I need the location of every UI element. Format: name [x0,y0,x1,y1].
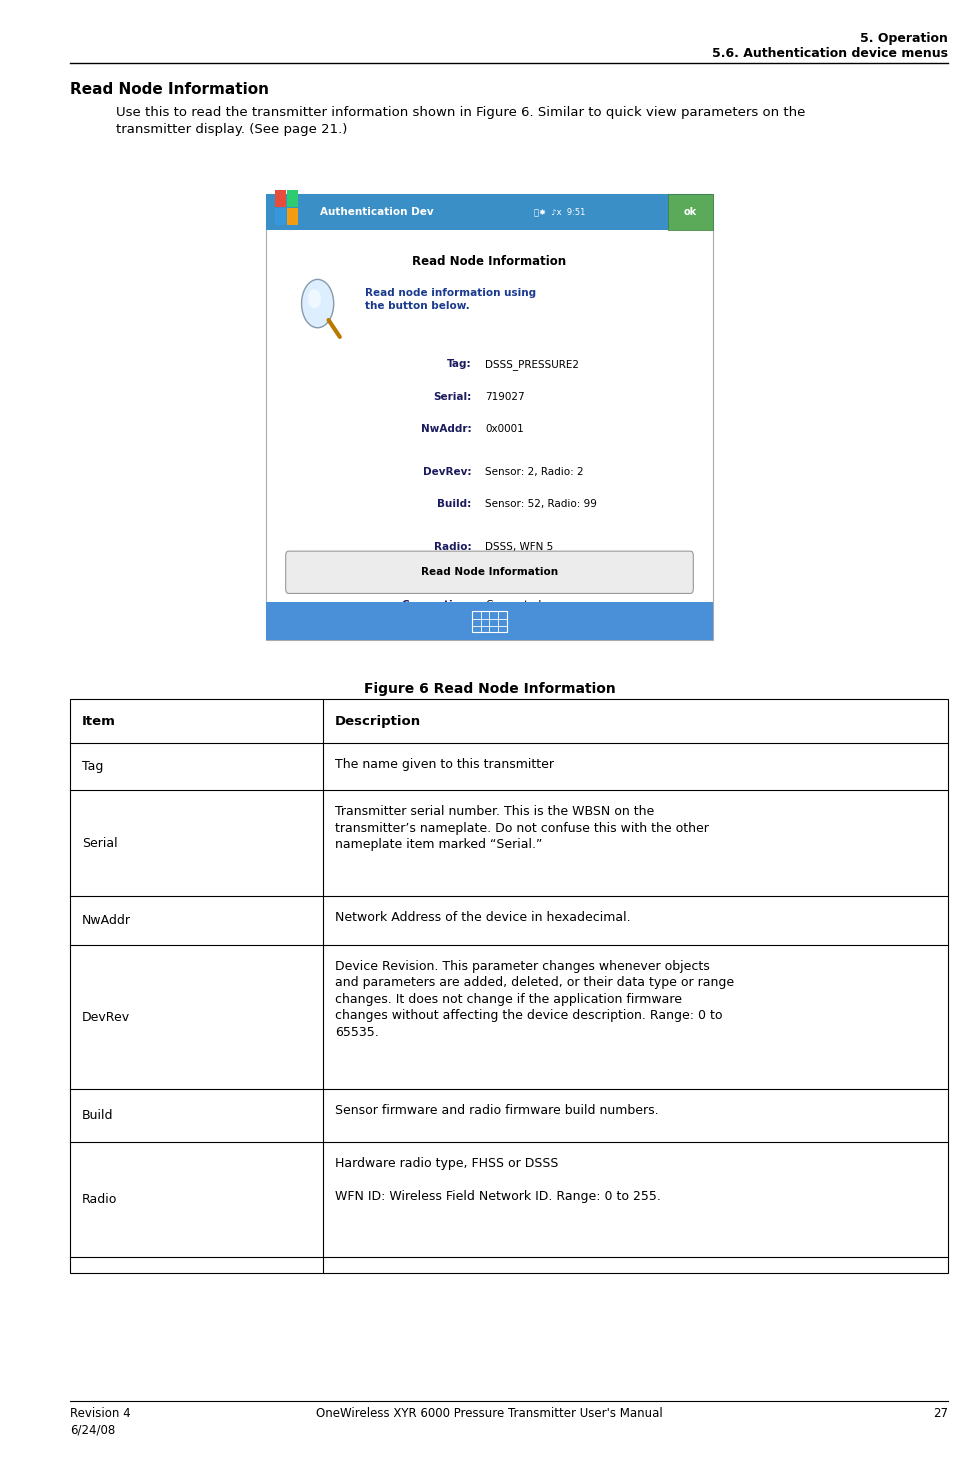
Text: Revision 4
6/24/08: Revision 4 6/24/08 [70,1407,131,1437]
Text: Hardware radio type, FHSS or DSSS

WFN ID: Wireless Field Network ID. Range: 0 t: Hardware radio type, FHSS or DSSS WFN ID… [334,1157,660,1203]
Text: Serial: Serial [82,838,117,849]
Text: FH Mode:: FH Mode: [416,571,471,581]
Text: Radio:: Radio: [433,542,471,552]
Text: Item: Item [82,715,116,727]
Bar [471,611,507,631]
Text: Build: Build [82,1110,113,1122]
Text: Read node information using
the button below.: Read node information using the button b… [364,289,535,311]
Text: Connection:: Connection: [401,601,471,611]
Text: 27: 27 [932,1407,947,1420]
Text: Read Node Information: Read Node Information [412,255,566,268]
Text: Sensor: 52, Radio: 99: Sensor: 52, Radio: 99 [484,499,597,509]
Text: Figure 6 Read Node Information: Figure 6 Read Node Information [363,682,615,696]
Bar [287,190,297,208]
Text: Read Node Information: Read Node Information [421,567,557,577]
Text: KEK, APP RDY: KEK, APP RDY [484,630,555,639]
Text: Build:: Build: [437,499,471,509]
Text: NwAddr:: NwAddr: [421,424,471,434]
Text: 5.6. Authentication device menus: 5.6. Authentication device menus [711,47,947,60]
Text: Sensor firmware and radio firmware build numbers.: Sensor firmware and radio firmware build… [334,1104,658,1117]
Circle shape [308,289,321,309]
Text: DSSS, WFN 5: DSSS, WFN 5 [484,542,553,552]
FancyBboxPatch shape [286,551,692,593]
Text: The name given to this transmitter: The name given to this transmitter [334,758,554,771]
Bar [275,190,287,208]
Bar [266,602,712,640]
Text: Read Node Information: Read Node Information [70,82,269,97]
Circle shape [301,280,333,328]
Text: Connected: Connected [484,601,541,611]
Text: ok: ok [683,208,696,218]
Text: DevRev: DevRev [82,1011,130,1023]
Text: Sensor: 2, Radio: 2: Sensor: 2, Radio: 2 [484,467,583,477]
Text: 5. Operation: 5. Operation [859,32,947,46]
Text: Device Revision. This parameter changes whenever objects
and parameters are adde: Device Revision. This parameter changes … [334,960,734,1039]
Text: ⭠✸  ♪x  9:51: ⭠✸ ♪x 9:51 [534,208,585,216]
Text: 719027: 719027 [484,392,524,402]
Text: NwAddr: NwAddr [82,914,131,927]
Text: US Channel #11: US Channel #11 [484,571,570,581]
Bar [70,699,947,1273]
Bar [667,194,712,230]
Text: Use this to read the transmitter information shown in Figure 6. Similar to quick: Use this to read the transmitter informa… [115,106,804,135]
Bar [266,194,712,230]
Text: Authentication Dev: Authentication Dev [320,208,433,218]
Text: Network Address of the device in hexadecimal.: Network Address of the device in hexadec… [334,911,630,924]
Text: Tag:: Tag: [447,359,471,369]
Text: 0x0001: 0x0001 [484,424,523,434]
Text: Tag: Tag [82,761,104,773]
Text: Description: Description [334,715,421,727]
Bar [275,208,287,225]
Text: Radio: Radio [82,1194,117,1206]
Text: DSSS_PRESSURE2: DSSS_PRESSURE2 [484,359,578,371]
Text: Serial:: Serial: [433,392,471,402]
Bar [266,194,712,640]
Bar [287,208,297,225]
Text: OneWireless XYR 6000 Pressure Transmitter User's Manual: OneWireless XYR 6000 Pressure Transmitte… [316,1407,662,1420]
Text: DevRev:: DevRev: [422,467,471,477]
Text: Transmitter serial number. This is the WBSN on the
transmitter’s nameplate. Do n: Transmitter serial number. This is the W… [334,805,708,851]
